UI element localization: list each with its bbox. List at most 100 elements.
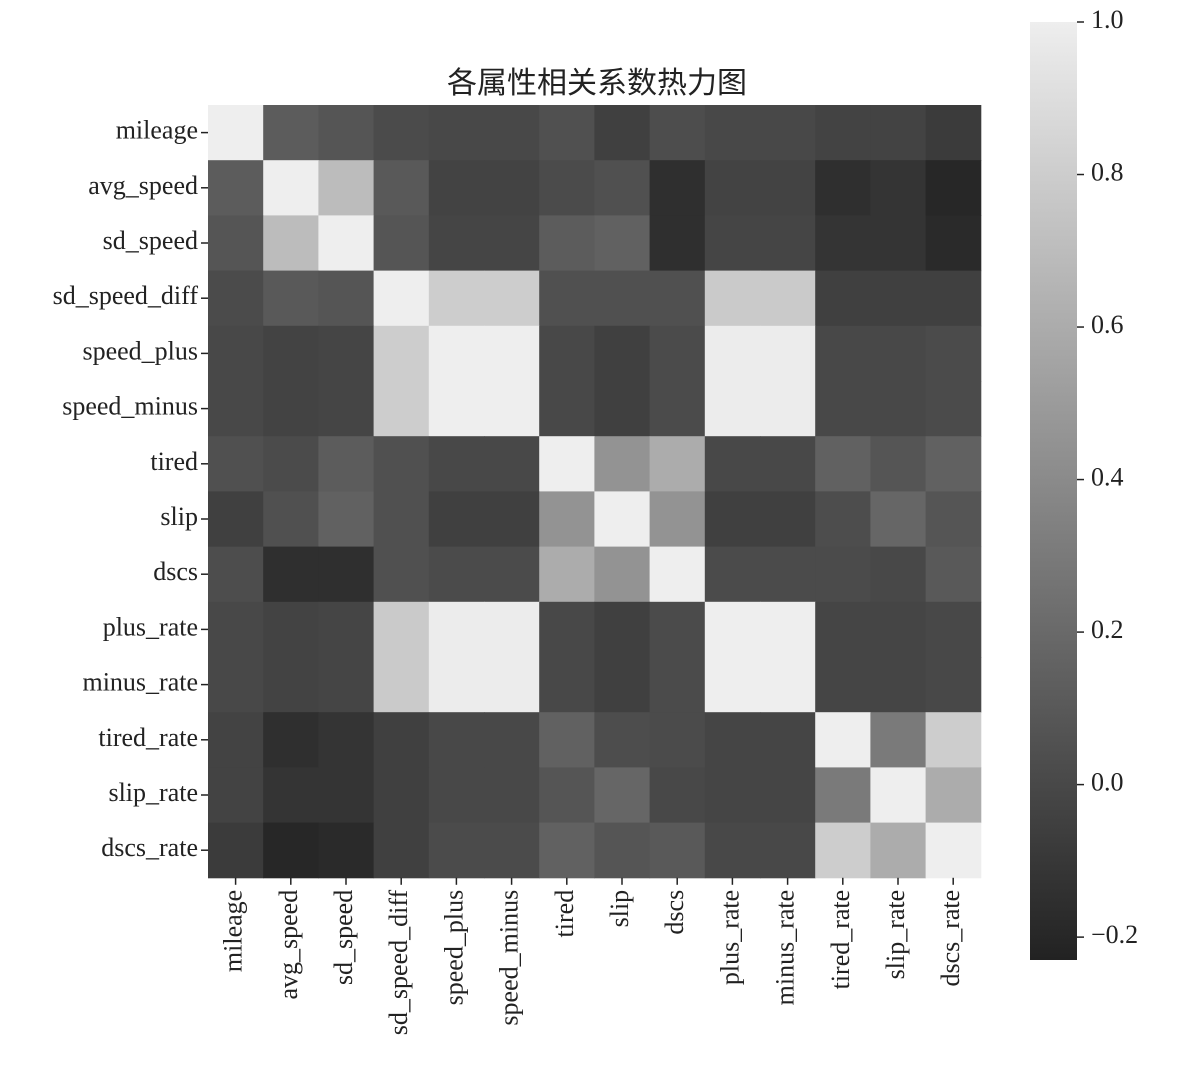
heatmap-cell [263, 436, 319, 492]
heatmap-cell [815, 381, 871, 437]
heatmap-cell [649, 712, 706, 768]
heatmap-cell [263, 767, 319, 824]
heatmap-cell [428, 822, 485, 879]
heatmap-cell [263, 325, 319, 382]
heatmap-cell [815, 105, 871, 161]
y-tick-label: mileage [116, 116, 198, 145]
heatmap-cell [484, 381, 540, 437]
heatmap-cell [815, 822, 871, 879]
heatmap-cell [484, 325, 540, 382]
heatmap-cell [925, 270, 982, 327]
heatmap-cell [208, 105, 264, 161]
heatmap-cell [870, 160, 927, 216]
y-tick-label: tired_rate [98, 723, 198, 752]
heatmap-cell [539, 325, 595, 382]
heatmap-cell [704, 381, 761, 437]
heatmap-cell [428, 712, 485, 768]
heatmap-cell [263, 270, 319, 327]
x-tick-label: slip_rate [881, 890, 910, 980]
heatmap-cell [428, 546, 485, 603]
heatmap-cell [208, 657, 264, 713]
heatmap-cell [428, 381, 485, 437]
heatmap-cell [649, 767, 706, 824]
x-tick-label: tired_rate [826, 890, 855, 990]
heatmap-cell [760, 105, 816, 161]
heatmap-cell [649, 546, 706, 603]
colorbar-tick-label: 0.0 [1091, 768, 1124, 797]
y-tick-label: dscs [153, 557, 198, 586]
heatmap-cell [594, 325, 651, 382]
y-tick-label: speed_plus [82, 336, 198, 365]
heatmap-cell [318, 491, 375, 548]
heatmap-cell [925, 657, 982, 713]
heatmap-cell [318, 546, 375, 603]
heatmap-cell [760, 325, 816, 382]
heatmap-cell [704, 491, 761, 548]
heatmap-cell [263, 381, 319, 437]
y-tick-label: sd_speed_diff [53, 281, 199, 310]
heatmap-cell [373, 546, 430, 603]
heatmap-cell [318, 105, 375, 161]
x-tick-label: speed_plus [439, 890, 468, 1006]
heatmap-cell [428, 491, 485, 548]
colorbar-tick-label: 0.8 [1091, 157, 1124, 186]
heatmap-cell [815, 160, 871, 216]
heatmap-cell [760, 767, 816, 824]
colorbar-tick-label: 0.4 [1091, 463, 1124, 492]
heatmap-cell [373, 601, 430, 658]
heatmap-cell [373, 657, 430, 713]
heatmap-cell [649, 325, 706, 382]
heatmap-cell [594, 215, 651, 272]
heatmap-cell [870, 712, 927, 768]
y-tick-label: tired [150, 447, 198, 476]
heatmap-cell [373, 712, 430, 768]
heatmap-cell [649, 491, 706, 548]
heatmap-cell [484, 491, 540, 548]
heatmap-cell [539, 215, 595, 272]
heatmap-cell [373, 436, 430, 492]
heatmap-cell [373, 381, 430, 437]
heatmap-cell [318, 767, 375, 824]
heatmap-cell [925, 325, 982, 382]
heatmap-cell [318, 822, 375, 879]
y-tick-label: avg_speed [88, 171, 198, 200]
heatmap-cell [263, 215, 319, 272]
heatmap-cell [208, 381, 264, 437]
heatmap-cell [704, 712, 761, 768]
y-tick-label: dscs_rate [101, 833, 198, 862]
heatmap-cell [870, 270, 927, 327]
colorbar-tick-label: 1.0 [1091, 5, 1124, 34]
heatmap-cell [594, 822, 651, 879]
heatmap-cell [649, 160, 706, 216]
heatmap-cell [704, 546, 761, 603]
heatmap-cell [870, 767, 927, 824]
heatmap-cell [208, 767, 264, 824]
heatmap-cell [870, 381, 927, 437]
heatmap-cell [704, 657, 761, 713]
heatmap-cell [704, 436, 761, 492]
heatmap-cell [263, 657, 319, 713]
heatmap-cell [373, 767, 430, 824]
heatmap-cell [208, 325, 264, 382]
heatmap-cell [373, 325, 430, 382]
heatmap-cell [484, 436, 540, 492]
heatmap-cell [208, 160, 264, 216]
heatmap-cell [263, 546, 319, 603]
heatmap-cell [704, 767, 761, 824]
heatmap-cell [428, 105, 485, 161]
heatmap-cell [649, 601, 706, 658]
heatmap-cell [539, 436, 595, 492]
heatmap-cell [925, 601, 982, 658]
heatmap-cell [484, 822, 540, 879]
x-tick-label: speed_minus [495, 890, 524, 1026]
heatmap-cell [594, 767, 651, 824]
heatmap-cell [704, 215, 761, 272]
chart-title: 各属性相关系数热力图 [447, 67, 747, 100]
heatmap-cell [484, 546, 540, 603]
heatmap-cell [594, 105, 651, 161]
heatmap-cell [263, 822, 319, 879]
heatmap-cell [925, 491, 982, 548]
heatmap-cell [594, 270, 651, 327]
heatmap-cell [649, 822, 706, 879]
